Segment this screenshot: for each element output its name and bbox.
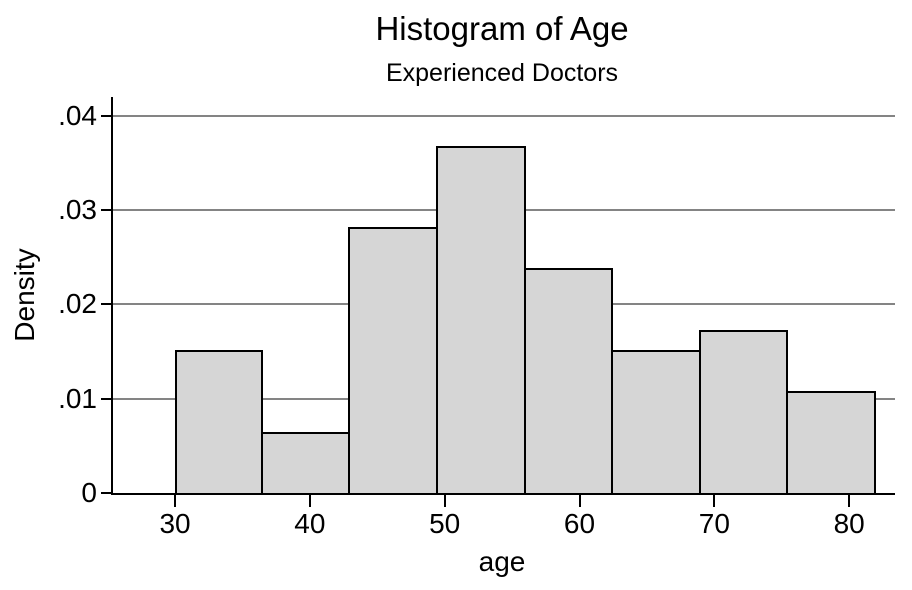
- x-tick-mark: [848, 493, 851, 507]
- histogram-bar: [348, 227, 438, 493]
- histogram-bar: [786, 390, 877, 493]
- plot-area: 0 .01 .02 .03 .04 30 40 50 60 70 80: [58, 97, 895, 539]
- x-tick-mark: [578, 493, 581, 507]
- histogram-bar: [435, 145, 526, 493]
- x-tick-label: 50: [429, 508, 461, 539]
- x-tick-label: 60: [563, 508, 596, 539]
- y-tick-label: .04: [58, 99, 97, 131]
- histogram-bar: [523, 268, 614, 493]
- x-axis-title: age: [478, 546, 526, 577]
- x-tick-mark: [443, 493, 446, 507]
- histogram-bar: [698, 329, 789, 493]
- y-tick-label: .01: [58, 382, 97, 414]
- y-tick-label: .03: [58, 194, 97, 226]
- x-tick-label: 40: [294, 508, 326, 539]
- histogram-bar: [175, 349, 263, 493]
- y-tick-mark: [101, 303, 113, 306]
- gridline: [113, 114, 895, 117]
- x-tick-label: 80: [833, 508, 865, 539]
- y-tick-mark: [101, 114, 113, 117]
- histogram-bar: [260, 431, 351, 493]
- y-tick-mark: [101, 397, 113, 400]
- y-tick-label: .02: [58, 288, 97, 320]
- histogram-bar: [611, 349, 701, 493]
- y-tick-mark: [101, 209, 113, 212]
- y-axis-title: Density: [9, 248, 40, 342]
- x-tick-mark: [174, 493, 177, 507]
- chart-subtitle: Experienced Doctors: [385, 59, 619, 87]
- chart-title: Histogram of Age: [375, 10, 629, 47]
- y-tick-mark: [101, 492, 113, 494]
- x-tick-label: 70: [698, 508, 730, 539]
- y-tick-label: 0: [81, 477, 97, 508]
- x-tick-label: 30: [159, 508, 191, 539]
- x-tick-mark: [308, 493, 311, 507]
- x-tick-mark: [713, 493, 716, 507]
